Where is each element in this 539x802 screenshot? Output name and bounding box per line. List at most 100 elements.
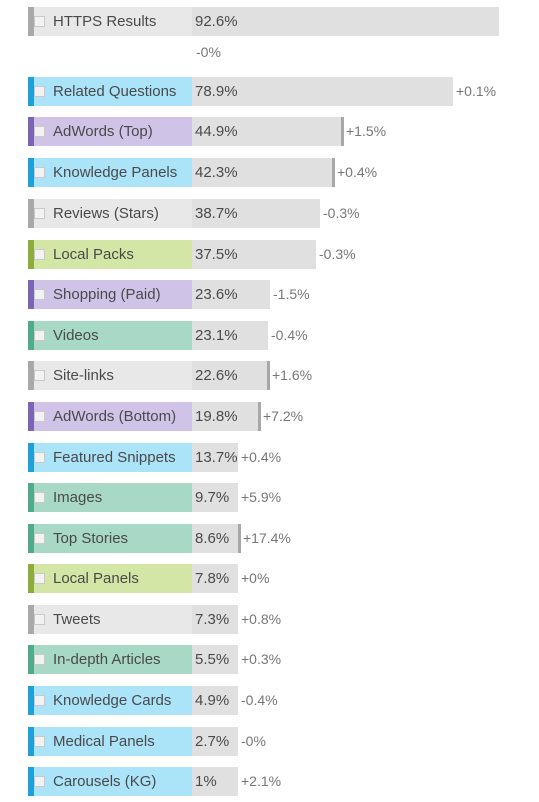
category-label[interactable]: AdWords (Bottom): [28, 402, 192, 431]
category-color-stripe: [28, 686, 34, 715]
category-label-text: Featured Snippets: [53, 449, 176, 466]
category-label-text: HTTPS Results: [53, 13, 157, 30]
value-bar: [192, 645, 238, 674]
category-label-text: Images: [53, 489, 103, 506]
category-label[interactable]: Medical Panels: [28, 727, 192, 756]
chart-row: Knowledge Panels 42.3% +0.4%: [0, 158, 539, 187]
change-label: +1.6%: [272, 367, 313, 383]
category-label-text: Knowledge Cards: [53, 692, 172, 709]
category-label-text: AdWords (Top): [53, 123, 153, 140]
category-checkbox[interactable]: [34, 249, 45, 260]
category-label-text: In-depth Articles: [53, 651, 161, 668]
category-label[interactable]: In-depth Articles: [28, 645, 192, 674]
category-color-stripe: [28, 240, 34, 269]
category-checkbox[interactable]: [34, 492, 45, 503]
value-bar: [192, 524, 238, 553]
category-label[interactable]: Carousels (KG): [28, 767, 192, 796]
category-label[interactable]: Tweets: [28, 605, 192, 634]
category-label[interactable]: Shopping (Paid): [28, 280, 192, 309]
value-bar: [192, 483, 238, 512]
change-label: -0%: [241, 733, 266, 749]
category-color-stripe: [28, 605, 34, 634]
category-label[interactable]: AdWords (Top): [28, 117, 192, 146]
category-checkbox[interactable]: [34, 126, 45, 137]
chart-row: Site-links 22.6% +1.6%: [0, 361, 539, 390]
category-label[interactable]: Images: [28, 483, 192, 512]
value-bar: [192, 605, 238, 634]
category-label-text: AdWords (Bottom): [53, 408, 177, 425]
change-label: -0%: [196, 44, 221, 60]
value-label: 9.7%: [195, 489, 230, 506]
chart-row: AdWords (Top) 44.9% +1.5%: [0, 117, 539, 146]
change-label: +0.4%: [241, 449, 282, 465]
change-marker: [267, 361, 270, 390]
chart-row: AdWords (Bottom) 19.8% +7.2%: [0, 402, 539, 431]
change-label: -0.3%: [323, 205, 360, 221]
change-label: -0.4%: [271, 327, 308, 343]
value-bar: [192, 361, 267, 390]
category-color-stripe: [28, 564, 34, 593]
category-checkbox[interactable]: [34, 654, 45, 665]
category-label[interactable]: Knowledge Panels: [28, 158, 192, 187]
chart-row: Top Stories 8.6% +17.4%: [0, 524, 539, 553]
category-checkbox[interactable]: [34, 167, 45, 178]
category-label[interactable]: Related Questions: [28, 77, 192, 106]
change-marker: [332, 158, 335, 187]
value-label: 92.6%: [195, 13, 238, 30]
category-checkbox[interactable]: [34, 573, 45, 584]
category-label-text: Top Stories: [53, 530, 129, 547]
value-bar: [192, 727, 238, 756]
category-label-text: Shopping (Paid): [53, 286, 161, 303]
category-label-text: Tweets: [53, 611, 101, 628]
change-marker: [258, 402, 261, 431]
category-label[interactable]: Site-links: [28, 361, 192, 390]
value-label: 1%: [195, 773, 217, 790]
value-bar: [192, 117, 341, 146]
value-bar: [192, 158, 332, 187]
category-label-text: Site-links: [53, 367, 114, 384]
category-checkbox[interactable]: [34, 452, 45, 463]
category-checkbox[interactable]: [34, 289, 45, 300]
category-label[interactable]: Local Packs: [28, 240, 192, 269]
category-color-stripe: [28, 117, 34, 146]
category-checkbox[interactable]: [34, 776, 45, 787]
value-bar: [192, 443, 238, 472]
category-label[interactable]: Reviews (Stars): [28, 199, 192, 228]
category-checkbox[interactable]: [34, 695, 45, 706]
category-label-text: Reviews (Stars): [53, 205, 159, 222]
value-label: 19.8%: [195, 408, 238, 425]
category-label-text: Medical Panels: [53, 733, 155, 750]
category-color-stripe: [28, 767, 34, 796]
value-label: 42.3%: [195, 164, 238, 181]
category-checkbox[interactable]: [34, 736, 45, 747]
category-checkbox[interactable]: [34, 16, 45, 27]
category-label[interactable]: Videos: [28, 321, 192, 350]
category-label[interactable]: Featured Snippets: [28, 443, 192, 472]
category-checkbox[interactable]: [34, 330, 45, 341]
category-checkbox[interactable]: [34, 411, 45, 422]
change-label: +7.2%: [263, 408, 304, 424]
category-label[interactable]: HTTPS Results: [28, 7, 192, 36]
category-checkbox[interactable]: [34, 86, 45, 97]
category-label[interactable]: Local Panels: [28, 564, 192, 593]
category-label[interactable]: Top Stories: [28, 524, 192, 553]
chart-row: Related Questions 78.9% +0.1%: [0, 77, 539, 106]
category-color-stripe: [28, 280, 34, 309]
change-label: +0.4%: [337, 164, 378, 180]
value-bar: [192, 321, 268, 350]
value-label: 7.8%: [195, 570, 230, 587]
category-color-stripe: [28, 361, 34, 390]
category-checkbox[interactable]: [34, 370, 45, 381]
category-checkbox[interactable]: [34, 208, 45, 219]
category-checkbox[interactable]: [34, 614, 45, 625]
category-label[interactable]: Knowledge Cards: [28, 686, 192, 715]
chart-row: Tweets 7.3% +0.8%: [0, 605, 539, 634]
value-bar: [192, 280, 270, 309]
value-label: 13.7%: [195, 449, 238, 466]
category-label-text: Related Questions: [53, 83, 177, 100]
value-label: 23.6%: [195, 286, 238, 303]
category-color-stripe: [28, 199, 34, 228]
category-checkbox[interactable]: [34, 533, 45, 544]
value-bar: [192, 686, 238, 715]
